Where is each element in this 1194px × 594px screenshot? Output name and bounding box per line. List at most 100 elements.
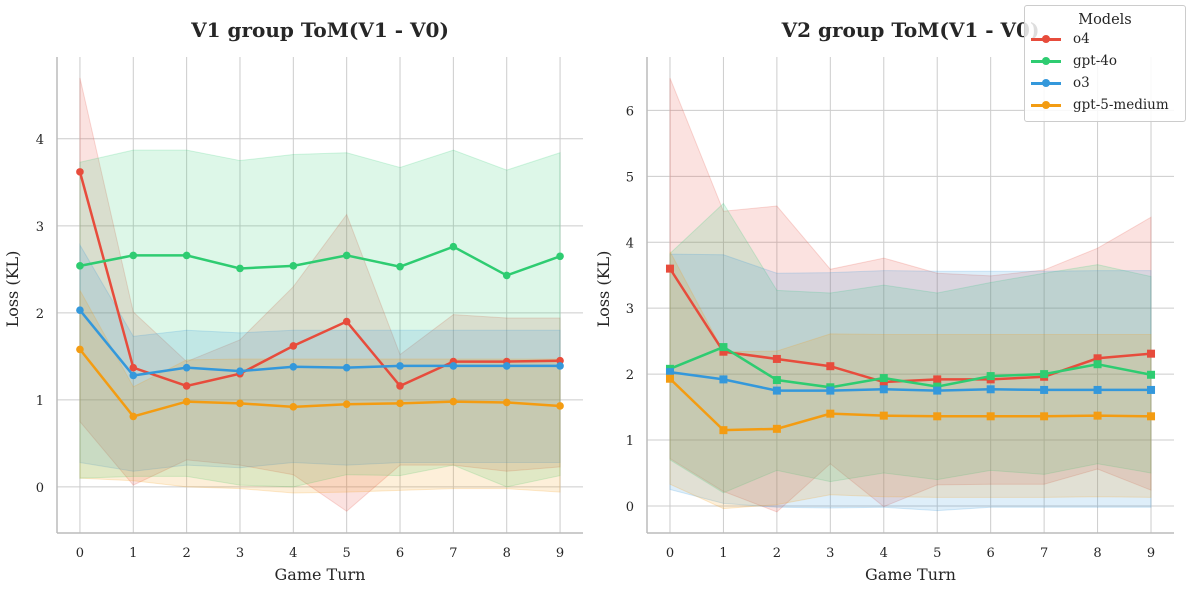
data-point: [289, 262, 298, 270]
data-point: [665, 374, 674, 383]
y-tick-label: 6: [626, 104, 634, 119]
data-point: [772, 424, 781, 433]
data-point: [449, 242, 458, 251]
series-line-gpt-5-medium: [78, 348, 561, 418]
y-axis-label: Loss (KL): [594, 251, 613, 328]
data-point: [502, 398, 511, 407]
x-tick-label: 4: [880, 546, 888, 561]
data-point: [449, 362, 458, 370]
x-tick-label: 9: [1147, 546, 1155, 561]
legend-swatch-icon: [1031, 101, 1061, 109]
y-tick-label: 0: [626, 500, 634, 515]
legend-label: o3: [1073, 75, 1090, 91]
x-axis-label: Game Turn: [865, 565, 956, 584]
data-point: [1093, 385, 1102, 394]
data-point: [1040, 412, 1049, 421]
data-point: [772, 354, 781, 363]
y-tick-label: 5: [626, 170, 634, 185]
data-point: [933, 386, 942, 395]
data-point: [182, 397, 191, 406]
data-point: [289, 403, 298, 411]
data-point: [556, 362, 564, 370]
data-point: [342, 400, 351, 409]
y-tick-label: 3: [36, 220, 44, 235]
data-point: [879, 374, 888, 383]
data-point: [396, 262, 404, 271]
x-tick-label: 0: [666, 546, 674, 561]
legend-item-o3: o3: [1025, 72, 1185, 94]
data-point: [129, 371, 138, 380]
data-point: [129, 412, 138, 421]
data-point: [76, 168, 84, 176]
x-tick-label: 6: [987, 546, 995, 561]
data-point: [342, 363, 351, 372]
x-tick-label: 1: [129, 546, 137, 561]
data-point: [719, 343, 728, 352]
chart-panel-1: 0 1 2 3 4 5 6 7 8 9 0 1 2 3 4 V1 group ToM(V1 - V0) Game…: [3, 18, 583, 584]
data-point: [986, 372, 995, 381]
data-point: [182, 251, 191, 260]
y-tick-label: 2: [36, 307, 44, 322]
data-point: [1147, 349, 1156, 358]
data-point: [289, 342, 298, 350]
x-tick-label: 7: [449, 546, 457, 561]
x-tick-label: 2: [182, 546, 190, 561]
series-line-o3: [669, 370, 1152, 392]
data-point: [449, 397, 458, 406]
data-point: [129, 363, 138, 372]
data-point: [665, 368, 674, 377]
x-tick-label: 5: [933, 546, 941, 561]
legend-label: gpt-4o: [1073, 53, 1117, 69]
y-tick-label: 3: [626, 302, 634, 317]
series-line-gpt-4o: [79, 245, 561, 277]
x-tick-label: 3: [236, 546, 244, 561]
y-tick-label: 1: [626, 434, 634, 449]
x-tick-label: 9: [556, 546, 564, 561]
data-point: [719, 375, 728, 384]
x-tick-label: 1: [719, 546, 727, 561]
legend-item-gpt-4o: gpt-4o: [1025, 50, 1185, 72]
data-point: [1147, 370, 1156, 379]
x-tick-label: 5: [343, 546, 351, 561]
confidence-band-gpt-5-medium: [79, 289, 561, 494]
confidence-band-gpt-4o: [669, 202, 1152, 494]
legend-swatch-icon: [1031, 79, 1061, 87]
x-tick-label: 2: [773, 546, 781, 561]
data-point: [719, 426, 728, 435]
x-tick-label: 6: [396, 546, 404, 561]
series-line-o4: [668, 267, 1152, 384]
data-point: [1093, 411, 1102, 420]
data-point: [1147, 385, 1156, 394]
y-tick-label: 4: [626, 236, 634, 251]
chart-panel-2: 0 1 2 3 4 5 6 7 8 9 0 1 2 3 4 5 6 V2 group ToM(V1 - V0) Ga…: [594, 18, 1174, 584]
data-point: [342, 251, 351, 260]
data-point: [986, 385, 995, 394]
legend-item-gpt-5-medium: gpt-5-medium: [1025, 94, 1185, 116]
data-point: [1040, 370, 1049, 379]
x-tick-label: 8: [1093, 546, 1101, 561]
legend-label: o4: [1073, 31, 1090, 47]
data-point: [879, 411, 888, 420]
data-point: [826, 362, 835, 371]
data-point: [772, 376, 781, 385]
data-point: [236, 367, 244, 375]
data-point: [933, 375, 942, 384]
x-tick-label: 0: [76, 546, 84, 561]
legend-swatch-icon: [1031, 35, 1061, 43]
data-point: [772, 386, 781, 395]
data-point: [502, 271, 511, 280]
series-line-o4: [78, 171, 561, 388]
data-point: [396, 362, 404, 370]
data-point: [342, 317, 351, 326]
legend-swatch-icon: [1031, 57, 1061, 65]
confidence-band-o4: [669, 77, 1152, 513]
data-point: [826, 386, 835, 395]
data-point: [556, 252, 564, 261]
x-axis-label: Game Turn: [275, 565, 366, 584]
legend: Models o4 gpt-4o o3 gpt-5-medium: [1024, 5, 1186, 122]
data-point: [182, 382, 191, 390]
confidence-band-o3: [79, 243, 561, 472]
x-tick-label: 4: [289, 546, 297, 561]
y-tick-label: 1: [36, 394, 44, 409]
